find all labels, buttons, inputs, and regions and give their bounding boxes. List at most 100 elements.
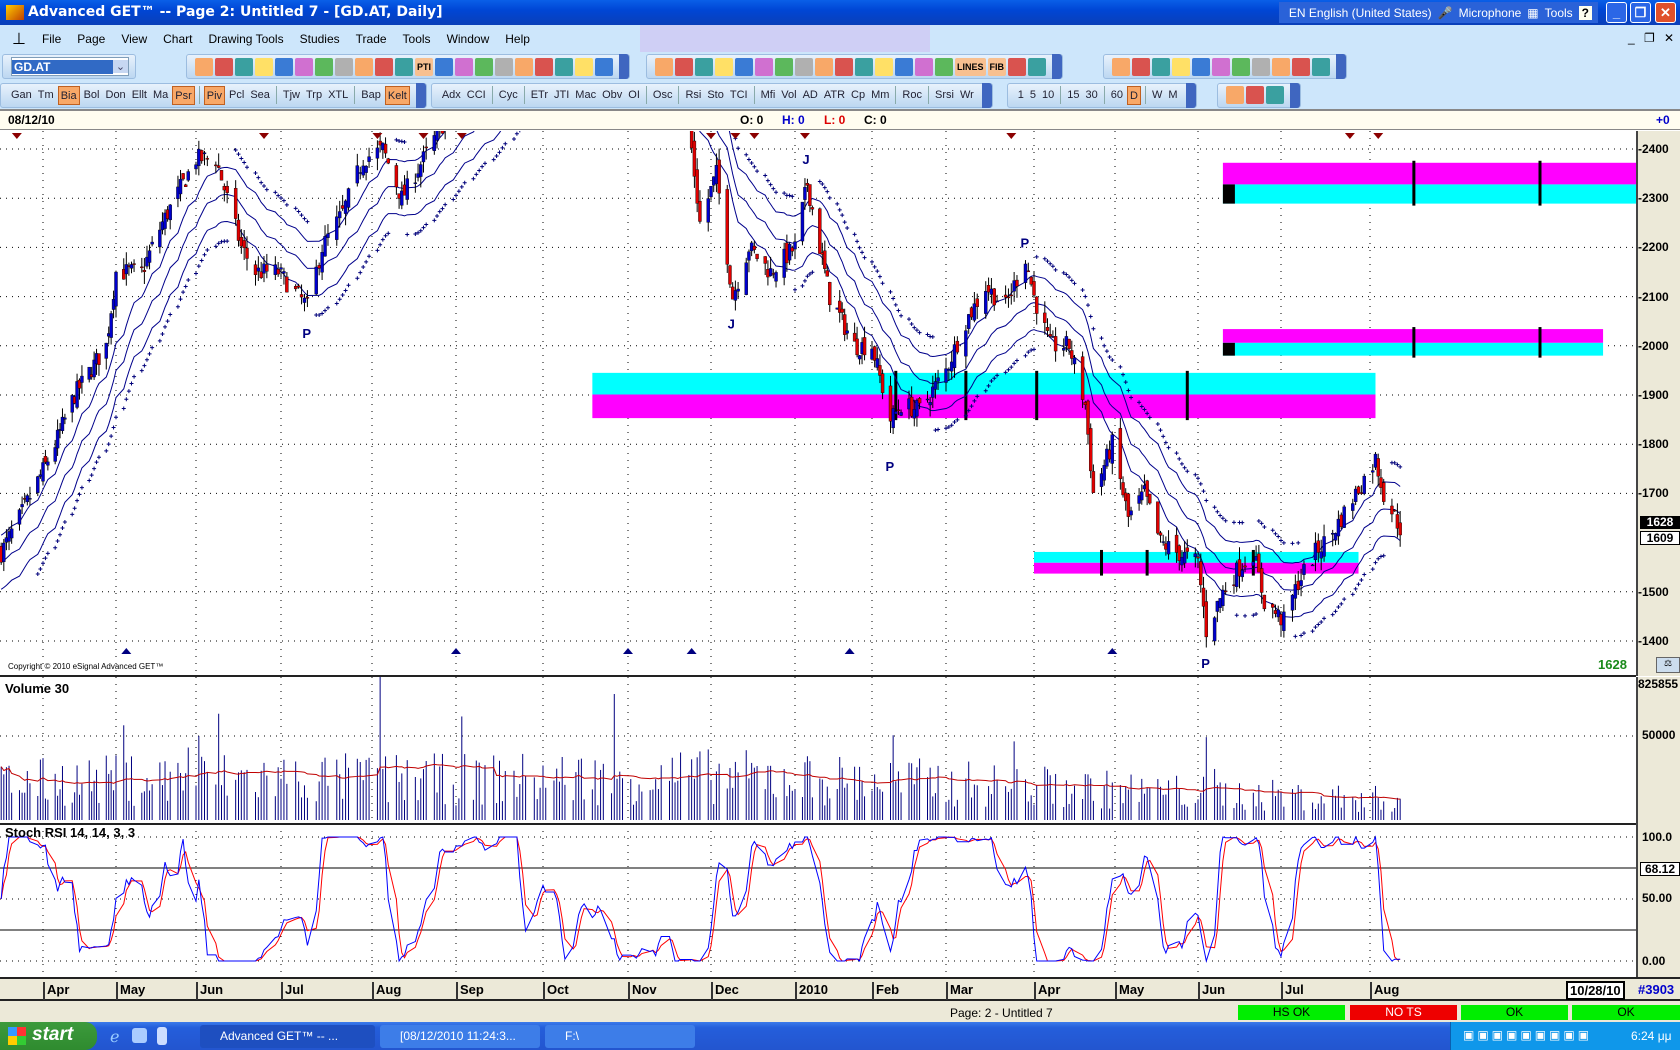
- study-button-bia[interactable]: Bia: [57, 85, 80, 105]
- context-help-icon[interactable]: [1312, 57, 1331, 76]
- task-advanced-get[interactable]: Advanced GET™ -- ...: [200, 1025, 375, 1048]
- arrow-up-icon[interactable]: [735, 57, 754, 76]
- study-button-w[interactable]: W: [1152, 88, 1163, 101]
- cursor-tool-icon[interactable]: ⊥: [12, 30, 26, 48]
- study-button-osc[interactable]: Osc: [652, 88, 673, 101]
- print-icon[interactable]: [1272, 57, 1291, 76]
- menu-window[interactable]: Window: [446, 31, 490, 46]
- channel-lines-icon[interactable]: [235, 57, 253, 76]
- shift-up-icon[interactable]: [815, 57, 834, 76]
- study-button-roc[interactable]: Roc: [902, 88, 922, 101]
- grid-icon[interactable]: [355, 57, 373, 76]
- mdi-close-button[interactable]: ✕: [1664, 31, 1675, 45]
- study-button-cyc[interactable]: Cyc: [498, 88, 518, 101]
- toolbar-overflow-button[interactable]: [1289, 82, 1300, 108]
- restore-button[interactable]: ❐: [1630, 2, 1651, 23]
- study-button-sto[interactable]: Sto: [707, 88, 724, 101]
- toolbar-overflow-button[interactable]: [415, 82, 426, 108]
- chevron-down-icon[interactable]: ⌄: [113, 60, 128, 73]
- stoch-axis[interactable]: 100.0 68.12 50.00 0.00: [1636, 825, 1680, 977]
- study-button-mfi[interactable]: Mfi: [760, 88, 776, 101]
- study-button-tm[interactable]: Tm: [37, 88, 54, 101]
- bulb-icon[interactable]: [1172, 57, 1191, 76]
- squares-icon[interactable]: [535, 57, 554, 76]
- hammer-icon[interactable]: [1152, 57, 1171, 76]
- menu-help[interactable]: Help: [505, 31, 530, 46]
- tray-icons[interactable]: ▣▣▣▣▣▣▣▣▣: [1463, 1028, 1593, 1042]
- study-button-atr[interactable]: ATR: [823, 88, 846, 101]
- study-button-srsi[interactable]: Srsi: [934, 88, 954, 101]
- study-button-bap[interactable]: Bap: [361, 88, 381, 101]
- mob-icon[interactable]: [455, 57, 474, 76]
- study-button-adx[interactable]: Adx: [441, 88, 461, 101]
- study-button-bol[interactable]: Bol: [83, 88, 100, 101]
- study-button-tci[interactable]: TCI: [729, 88, 748, 101]
- study-button-ad[interactable]: AD: [802, 88, 818, 101]
- spacing-icon[interactable]: [595, 57, 614, 76]
- toolbar-overflow-button[interactable]: [981, 82, 992, 108]
- shift-down-icon[interactable]: [835, 57, 854, 76]
- scale-toggle-icon[interactable]: ⚖: [1656, 657, 1680, 673]
- copy-icon[interactable]: [555, 57, 574, 76]
- open-folder-icon[interactable]: [655, 57, 674, 76]
- study-button-gan[interactable]: Gan: [11, 88, 32, 101]
- back-icon[interactable]: [715, 57, 734, 76]
- language-button[interactable]: EN English (United States): [1288, 5, 1432, 20]
- menu-tools[interactable]: Tools: [402, 31, 431, 46]
- menu-chart[interactable]: Chart: [163, 31, 193, 46]
- price-axis[interactable]: 1628 1609 ⚖ -2400 -2300 -2200 -2100 -2000 -19…: [1636, 131, 1680, 676]
- study-button-vol[interactable]: Vol: [781, 88, 797, 101]
- help-button[interactable]: ?: [1578, 5, 1592, 20]
- clock-icon[interactable]: [295, 57, 313, 76]
- fib-icon[interactable]: FIB: [987, 57, 1007, 76]
- microphone-button[interactable]: Microphone: [1458, 5, 1522, 20]
- study-button-jti[interactable]: JTI: [554, 88, 570, 101]
- study-button-mac[interactable]: Mac: [575, 88, 597, 101]
- page-icon[interactable]: [475, 57, 494, 76]
- expand-v-icon[interactable]: [895, 57, 914, 76]
- menu-trade[interactable]: Trade: [355, 31, 387, 46]
- new-page-icon[interactable]: [1192, 57, 1211, 76]
- cross-cursor-icon[interactable]: [195, 57, 213, 76]
- arrow-down-icon[interactable]: [755, 57, 774, 76]
- page-layout-icon[interactable]: [1112, 57, 1131, 76]
- menu-page[interactable]: Page: [77, 31, 106, 46]
- arrow-left-icon[interactable]: [775, 57, 794, 76]
- study-button-60[interactable]: 60: [1110, 88, 1124, 101]
- home-icon[interactable]: [1225, 86, 1244, 104]
- study-button-30[interactable]: 30: [1085, 88, 1098, 101]
- tools-button[interactable]: Tools: [1544, 5, 1573, 20]
- lines-icon[interactable]: LINES: [955, 57, 986, 76]
- grid-blue-icon[interactable]: [435, 57, 454, 76]
- study-button-ellt[interactable]: Ellt: [131, 88, 147, 101]
- target-icon[interactable]: [315, 57, 333, 76]
- study-button-wr[interactable]: Wr: [959, 88, 974, 101]
- arrow-right-icon[interactable]: [795, 57, 814, 76]
- ebr-icon[interactable]: [1245, 86, 1264, 104]
- ellipse-icon[interactable]: [375, 57, 393, 76]
- menu-view[interactable]: View: [121, 31, 148, 46]
- study-button-m[interactable]: M: [1168, 88, 1178, 101]
- expand-h-icon[interactable]: [855, 57, 874, 76]
- symbol-combobox[interactable]: GD.AT ⌄: [11, 57, 129, 76]
- study-button-5[interactable]: 5: [1029, 88, 1037, 101]
- study-button-oi[interactable]: OI: [628, 88, 640, 101]
- pencil-icon[interactable]: [215, 57, 233, 76]
- fan-lines-icon[interactable]: [335, 57, 353, 76]
- toolbar-overflow-button[interactable]: [1052, 54, 1063, 79]
- chart-panes[interactable]: P J J P P P Copyright © 2010 eSignal Advanced…: [0, 131, 1636, 977]
- record-icon[interactable]: [695, 57, 714, 76]
- pti-icon[interactable]: PTI: [415, 57, 434, 76]
- study-button-rsi[interactable]: Rsi: [685, 88, 702, 101]
- study-button-mm[interactable]: Mm: [871, 88, 890, 101]
- mdi-minimize-button[interactable]: _: [1628, 31, 1635, 45]
- study-button-15[interactable]: 15: [1067, 88, 1080, 101]
- toolbar-overflow-button[interactable]: [1185, 82, 1196, 108]
- study-button-pcl[interactable]: Pcl: [229, 88, 245, 101]
- task-drive-f[interactable]: F:\: [545, 1025, 695, 1048]
- volume-axis[interactable]: 825855 50000: [1636, 677, 1680, 825]
- study-button-don[interactable]: Don: [105, 88, 126, 101]
- chart-home-icon[interactable]: [1265, 86, 1284, 104]
- ruler-icon[interactable]: [515, 57, 534, 76]
- save-page-icon[interactable]: [1212, 57, 1231, 76]
